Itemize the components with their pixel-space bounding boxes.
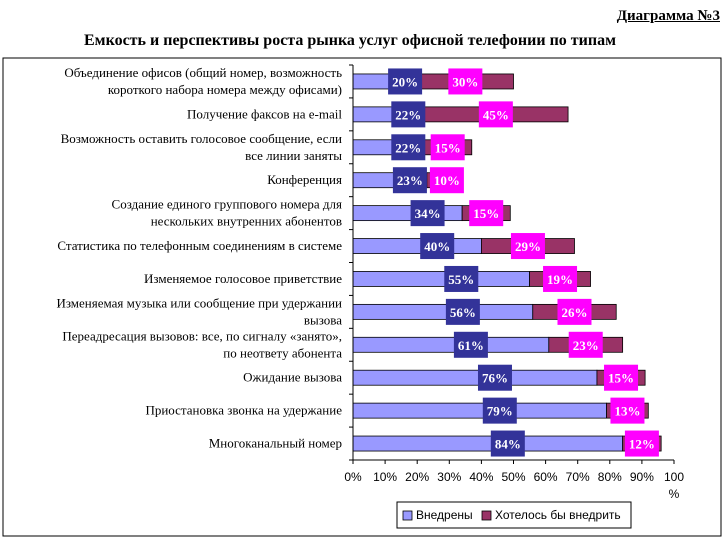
data-label-bg — [429, 167, 464, 194]
data-label-bg — [482, 397, 517, 424]
category-label: Приостановка звонка на удержание — [145, 403, 342, 418]
x-tick-label: 100 — [664, 470, 684, 484]
category-label: Объединение офисов (общий номер, возможн… — [64, 65, 342, 80]
data-label-bg — [478, 101, 513, 128]
bar-implemented — [352, 271, 530, 287]
category-label: короткого набора номера между офисами) — [108, 82, 342, 97]
data-label-desired: 13% — [614, 404, 640, 419]
category-label: по неответу абонента — [223, 345, 342, 360]
data-label-desired: 19% — [547, 272, 573, 287]
data-label-desired: 15% — [435, 140, 461, 155]
data-label-bg — [604, 364, 639, 391]
category-label: Изменяемое голосовое приветствие — [144, 271, 342, 286]
legend-box — [396, 501, 632, 529]
data-label-desired: 23% — [573, 338, 599, 353]
x-tick-label: 20% — [405, 470, 429, 484]
data-label-desired: 12% — [629, 437, 655, 452]
legend-swatch-implemented — [402, 510, 413, 521]
bar-implemented — [352, 303, 534, 320]
x-tick-label: 80% — [598, 470, 622, 484]
data-label-implemented: 84% — [495, 437, 521, 452]
data-label-bg — [624, 430, 659, 457]
x-tick-label: 10% — [373, 470, 397, 484]
category-label: Многоканальный номер — [209, 436, 342, 451]
category-label: Создание единого группового номера для — [112, 197, 342, 212]
data-label-implemented: 22% — [395, 107, 421, 122]
x-tick-label: 0% — [344, 470, 362, 484]
category-label: все линии заняты — [245, 148, 342, 163]
data-label-bg — [420, 233, 455, 260]
category-label: вызова — [304, 312, 342, 327]
x-tick-label: 30% — [437, 470, 461, 484]
data-label-bg — [469, 200, 504, 227]
data-label-bg — [392, 167, 427, 194]
legend-label-desired: Хотелось бы внедрить — [495, 508, 621, 522]
bar-implemented — [352, 205, 463, 222]
data-label-implemented: 40% — [424, 239, 450, 254]
data-label-implemented: 56% — [450, 305, 476, 320]
x-tick-label: 90% — [630, 470, 654, 484]
category-label: Возможность оставить голосовое сообщение… — [61, 131, 342, 146]
data-label-bg — [557, 298, 592, 325]
data-label-bg — [610, 397, 645, 424]
x-tick-label: 60% — [534, 470, 558, 484]
data-label-bg — [543, 265, 578, 292]
legend-label-implemented: Внедрены — [416, 508, 473, 522]
data-label-implemented: 76% — [482, 371, 508, 386]
x-tick-label: 40% — [469, 470, 493, 484]
chart-frame — [2, 57, 722, 537]
data-label-bg — [448, 68, 483, 95]
data-label-bg — [391, 134, 426, 161]
data-label-desired: 45% — [483, 107, 509, 122]
chart-title: Емкость и перспективы роста рынка услуг … — [84, 32, 616, 49]
data-label-bg — [477, 364, 512, 391]
data-label-implemented: 20% — [392, 74, 418, 89]
data-label-bg — [510, 233, 545, 260]
x-axis-unit: % — [669, 487, 680, 501]
data-label-desired: 15% — [608, 371, 634, 386]
data-label-implemented: 61% — [458, 338, 484, 353]
category-label: Конференция — [267, 172, 342, 187]
bar-implemented — [352, 336, 550, 353]
data-label-bg — [391, 101, 426, 128]
category-label: нескольких внутренних абонентов — [151, 214, 342, 229]
category-label: Переадресация вызовов: все, по сигналу «… — [62, 328, 342, 343]
data-label-implemented: 79% — [487, 404, 513, 419]
data-label-bg — [388, 68, 423, 95]
bar-implemented — [352, 435, 624, 452]
data-label-desired: 26% — [561, 305, 587, 320]
data-label-desired: 29% — [515, 239, 541, 254]
data-label-bg — [453, 331, 488, 358]
data-label-bg — [568, 331, 603, 358]
data-label-bg — [430, 134, 465, 161]
x-tick-label: 70% — [566, 470, 590, 484]
data-label-implemented: 22% — [395, 140, 421, 155]
category-label: Получение факсов на e-mail — [187, 106, 342, 121]
data-label-bg — [410, 200, 445, 227]
category-label: Статистика по телефонным соединениям в с… — [57, 238, 342, 253]
data-label-implemented: 34% — [415, 206, 441, 221]
bar-implemented — [352, 238, 482, 254]
bar-implemented — [352, 402, 607, 419]
data-label-bg — [445, 298, 480, 325]
data-label-implemented: 55% — [448, 272, 474, 287]
data-label-bg — [490, 430, 525, 457]
x-tick-label: 50% — [501, 470, 525, 484]
category-label: Ожидание вызова — [243, 370, 342, 385]
legend-swatch-desired — [481, 510, 492, 521]
category-label: Изменяемая музыка или сообщение при удер… — [56, 295, 342, 310]
data-label-desired: 15% — [473, 206, 499, 221]
data-label-implemented: 23% — [397, 173, 423, 188]
data-label-desired: 10% — [434, 173, 460, 188]
chart-number: Диаграмма №3 — [616, 8, 720, 24]
data-label-bg — [444, 265, 479, 292]
data-label-desired: 30% — [452, 74, 478, 89]
bar-implemented — [352, 369, 598, 386]
